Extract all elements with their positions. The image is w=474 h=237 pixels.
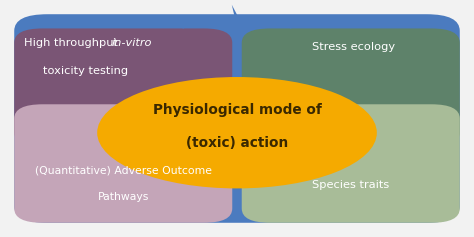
FancyBboxPatch shape	[14, 14, 460, 223]
FancyBboxPatch shape	[171, 19, 216, 26]
Text: toxicity testing: toxicity testing	[43, 66, 128, 76]
Ellipse shape	[97, 77, 377, 188]
Polygon shape	[232, 5, 242, 40]
FancyBboxPatch shape	[14, 28, 232, 147]
Text: in-vitro: in-vitro	[111, 38, 152, 48]
Text: Stress ecology: Stress ecology	[311, 42, 395, 52]
Text: Species traits: Species traits	[312, 180, 389, 190]
Text: Pathways: Pathways	[98, 192, 149, 202]
FancyBboxPatch shape	[242, 104, 460, 223]
Text: Physiological mode of: Physiological mode of	[153, 103, 321, 117]
FancyBboxPatch shape	[261, 19, 306, 26]
FancyBboxPatch shape	[14, 104, 232, 223]
Text: (toxic) action: (toxic) action	[186, 136, 288, 150]
Text: (Quantitative) Adverse Outcome: (Quantitative) Adverse Outcome	[35, 166, 212, 176]
Text: High throughput: High throughput	[24, 38, 121, 48]
FancyBboxPatch shape	[242, 28, 460, 147]
